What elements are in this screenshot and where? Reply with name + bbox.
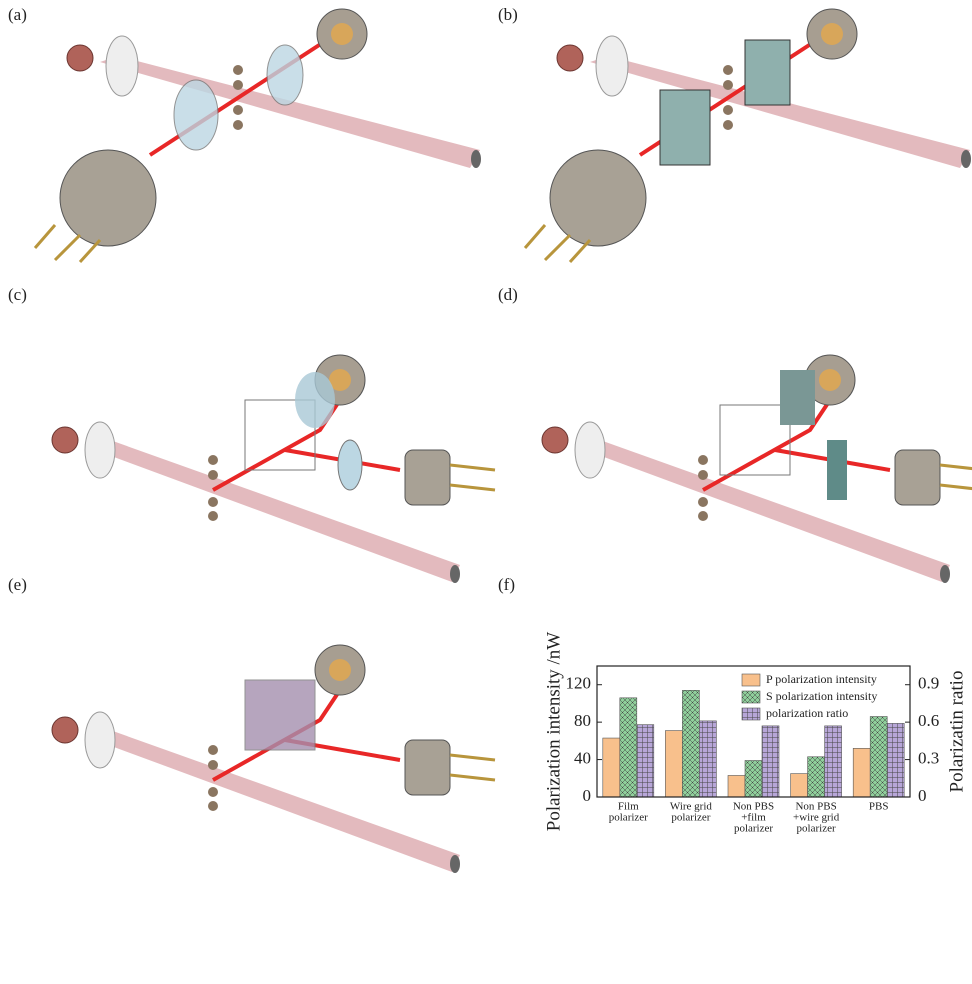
legend-label: S polarization intensity [766,689,877,703]
bar [887,723,904,797]
x-tick-label: polarizer [797,823,836,835]
bar [762,726,779,797]
bar [682,690,699,797]
panel-e-diagram [52,645,495,873]
bar [699,721,716,797]
figure: (a) (b) (c) (d) (e) (f) 0 40 80 120 0 0.3 0.6 0… [0,0,972,984]
x-tick-label: PBS [869,801,889,813]
bar [853,748,870,797]
bar [665,731,682,797]
bar [825,726,842,797]
y2-tick-label: 0 [918,786,927,805]
x-tick-label: polarizer [671,812,710,824]
panel-label: (c) [8,285,27,304]
panel-d-diagram [542,355,972,583]
legend-label: P polarization intensity [766,672,877,686]
panel-c-diagram [52,355,495,583]
bar [870,717,887,797]
bar [603,738,620,797]
y-axis-label: Polarization intensity /nW [543,632,564,832]
y-tick-label: 40 [574,748,591,767]
bar [637,725,654,797]
panel-label: (b) [498,5,518,24]
bar [808,757,825,797]
legend-swatch [742,708,760,720]
legend-swatch [742,691,760,703]
x-tick-label: polarizer [609,812,648,824]
panel-label: (d) [498,285,518,304]
panel-b-diagram [525,9,971,262]
y-tick-label: 120 [566,674,592,693]
y-tick-label: 0 [583,786,592,805]
bar [791,774,808,797]
bar [728,775,745,797]
y2-tick-label: 0.3 [918,748,939,767]
panel-label: (e) [8,575,27,594]
y-tick-label: 80 [574,711,591,730]
x-tick-label: polarizer [734,823,773,835]
panel-label: (f) [498,575,515,594]
bar [620,698,637,797]
y2-tick-label: 0.6 [918,711,939,730]
y2-tick-label: 0.9 [918,674,939,693]
panel-label: (a) [8,5,27,24]
y2-axis-label: Polarizatin ratio [946,671,967,793]
panel-a-diagram [35,9,481,262]
legend-swatch [742,674,760,686]
legend-label: polarization ratio [766,706,848,720]
bar [745,761,762,797]
